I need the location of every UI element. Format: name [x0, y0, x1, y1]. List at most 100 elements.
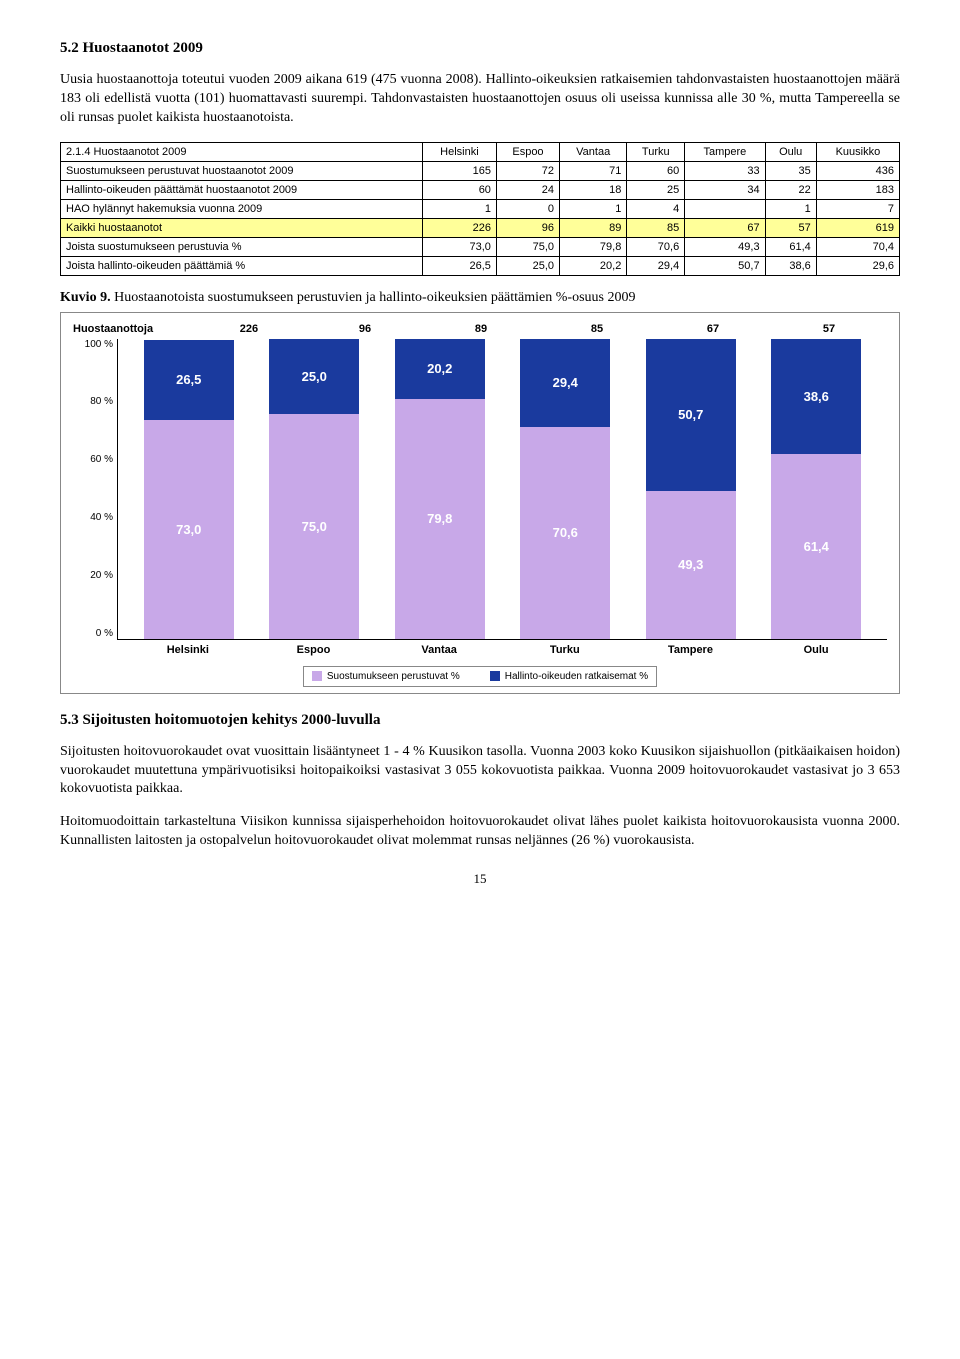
col-turku: Turku: [627, 142, 685, 161]
count-helsinki: 226: [191, 323, 307, 335]
cell: 7: [816, 199, 899, 218]
cell: 24: [496, 180, 559, 199]
cell: 49,3: [685, 237, 765, 256]
cell: 61,4: [765, 237, 816, 256]
cell: 38,6: [765, 256, 816, 275]
cell: [685, 199, 765, 218]
col-vantaa: Vantaa: [560, 142, 627, 161]
ytick-100: 100 %: [73, 339, 113, 350]
count-turku: 85: [539, 323, 655, 335]
bar-seg-suostumukseen: 75,0: [269, 414, 359, 639]
count-espoo: 96: [307, 323, 423, 335]
kuvio-9-chart: Huostaanottoja 226 96 89 85 67 57 100 % …: [60, 312, 900, 694]
table-row: Hallinto-oikeuden päättämät huostaanotot…: [61, 180, 900, 199]
cell: 183: [816, 180, 899, 199]
cell: 1: [560, 199, 627, 218]
legend-hallinto: Hallinto-oikeuden ratkaisemat %: [490, 671, 648, 682]
col-oulu: Oulu: [765, 142, 816, 161]
chart-counts-label: Huostaanottoja: [73, 323, 191, 335]
bar-helsinki: 26,573,0: [144, 339, 234, 639]
row-label: Joista hallinto-oikeuden päättämiä %: [61, 256, 423, 275]
bar-tampere: 50,749,3: [646, 339, 736, 639]
cell: 26,5: [422, 256, 496, 275]
cell: 73,0: [422, 237, 496, 256]
cell: 226: [422, 218, 496, 237]
bar-seg-hallinto: 25,0: [269, 339, 359, 414]
cell: 18: [560, 180, 627, 199]
cell: 165: [422, 161, 496, 180]
row-label: HAO hylännyt hakemuksia vuonna 2009: [61, 199, 423, 218]
table-row: Joista hallinto-oikeuden päättämiä %26,5…: [61, 256, 900, 275]
legend-swatch-purple: [312, 671, 322, 681]
cell: 85: [627, 218, 685, 237]
row-label: Kaikki huostaanotot: [61, 218, 423, 237]
cell: 29,4: [627, 256, 685, 275]
row-label: Suostumukseen perustuvat huostaanotot 20…: [61, 161, 423, 180]
bar-espoo: 25,075,0: [269, 339, 359, 639]
bar-seg-hallinto: 38,6: [771, 339, 861, 455]
cell: 96: [496, 218, 559, 237]
table-header-row: 2.1.4 Huostaanotot 2009 Helsinki Espoo V…: [61, 142, 900, 161]
cell: 34: [685, 180, 765, 199]
cell: 25: [627, 180, 685, 199]
cell: 1: [765, 199, 816, 218]
row-label: Hallinto-oikeuden päättämät huostaanotot…: [61, 180, 423, 199]
bar-seg-suostumukseen: 73,0: [144, 420, 234, 639]
cell: 50,7: [685, 256, 765, 275]
section-5-2-paragraph: Uusia huostaanottoja toteutui vuoden 200…: [60, 71, 900, 128]
plot-area: 26,573,0 25,075,0 20,279,8 29,470,6 50,749,3…: [117, 339, 887, 640]
cell: 29,6: [816, 256, 899, 275]
legend-label-suostumukseen: Suostumukseen perustuvat %: [327, 671, 460, 682]
y-axis: 100 % 80 % 60 % 40 % 20 % 0 %: [73, 339, 117, 639]
cell: 25,0: [496, 256, 559, 275]
col-espoo: Espoo: [496, 142, 559, 161]
col-tampere: Tampere: [685, 142, 765, 161]
bar-seg-suostumukseen: 70,6: [520, 427, 610, 639]
bar-seg-hallinto: 26,5: [144, 340, 234, 420]
cell: 89: [560, 218, 627, 237]
x-label: Espoo: [268, 644, 358, 656]
count-oulu: 57: [771, 323, 887, 335]
section-5-3-para-1: Sijoitusten hoitovuorokaudet ovat vuosit…: [60, 743, 900, 800]
legend-swatch-blue: [490, 671, 500, 681]
col-kuusikko: Kuusikko: [816, 142, 899, 161]
page-number: 15: [60, 871, 900, 887]
chart-legend: Suostumukseen perustuvat % Hallinto-oike…: [303, 666, 657, 687]
cell: 72: [496, 161, 559, 180]
cell: 70,6: [627, 237, 685, 256]
table-row: Kaikki huostaanotot2269689856757619: [61, 218, 900, 237]
cell: 22: [765, 180, 816, 199]
bar-seg-hallinto: 20,2: [395, 339, 485, 400]
x-axis-labels: HelsinkiEspooVantaaTurkuTampereOulu: [117, 644, 887, 656]
legend-suostumukseen: Suostumukseen perustuvat %: [312, 671, 460, 682]
kuvio-9-caption: Kuvio 9. Huostaanotoista suostumukseen p…: [60, 290, 900, 306]
x-label: Oulu: [771, 644, 861, 656]
chart-body: 100 % 80 % 60 % 40 % 20 % 0 % 26,573,0 25…: [73, 339, 887, 640]
cell: 619: [816, 218, 899, 237]
kuvio-9-label: Kuvio 9.: [60, 290, 111, 305]
x-label: Tampere: [645, 644, 735, 656]
cell: 71: [560, 161, 627, 180]
bar-seg-suostumukseen: 61,4: [771, 454, 861, 638]
bar-turku: 29,470,6: [520, 339, 610, 639]
count-vantaa: 89: [423, 323, 539, 335]
kuvio-9-caption-text: Huostaanotoista suostumukseen perustuvie…: [114, 290, 635, 305]
ytick-60: 60 %: [73, 454, 113, 465]
ytick-40: 40 %: [73, 512, 113, 523]
section-5-3-para-2: Hoitomuodoittain tarkasteltuna Viisikon …: [60, 813, 900, 851]
cell: 33: [685, 161, 765, 180]
ytick-80: 80 %: [73, 396, 113, 407]
chart-counts-row: Huostaanottoja 226 96 89 85 67 57: [73, 323, 887, 335]
cell: 1: [422, 199, 496, 218]
bar-vantaa: 20,279,8: [395, 339, 485, 639]
cell: 35: [765, 161, 816, 180]
x-label: Turku: [520, 644, 610, 656]
x-label: Helsinki: [143, 644, 233, 656]
col-helsinki: Helsinki: [422, 142, 496, 161]
cell: 75,0: [496, 237, 559, 256]
table-row: HAO hylännyt hakemuksia vuonna 200910141…: [61, 199, 900, 218]
cell: 67: [685, 218, 765, 237]
ytick-20: 20 %: [73, 570, 113, 581]
cell: 60: [627, 161, 685, 180]
cell: 4: [627, 199, 685, 218]
